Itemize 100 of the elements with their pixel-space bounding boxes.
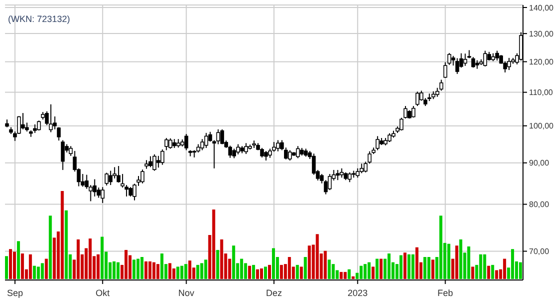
candlestick — [288, 150, 292, 162]
bar — [124, 250, 128, 279]
bar — [360, 266, 363, 279]
bar — [280, 264, 283, 279]
candlestick — [360, 163, 364, 174]
candlestick — [260, 147, 264, 158]
x-tick-label: Feb — [438, 288, 454, 298]
x-tick-label: Nov — [178, 288, 195, 298]
candlestick — [168, 138, 172, 150]
bar — [272, 248, 275, 279]
bar — [8, 249, 12, 279]
x-tick-label: 2023 — [348, 288, 368, 298]
bar — [511, 249, 514, 279]
bar — [60, 191, 64, 279]
bar — [340, 272, 343, 279]
bar — [479, 254, 482, 279]
candlestick — [463, 53, 468, 66]
candlestick — [495, 50, 500, 62]
bar — [32, 266, 36, 279]
bar — [200, 263, 204, 279]
bar — [308, 246, 311, 279]
bar — [300, 266, 303, 279]
bar — [16, 241, 20, 279]
bar — [431, 260, 434, 279]
bar — [144, 261, 148, 279]
candlestick — [36, 120, 41, 131]
candlestick — [80, 173, 85, 188]
bar — [376, 258, 379, 279]
candlestick — [483, 50, 488, 67]
bar — [220, 239, 224, 279]
bar — [112, 261, 116, 279]
bar — [232, 246, 236, 279]
candlestick — [88, 184, 93, 202]
y-tick-label: 100,00 — [529, 122, 554, 131]
candlestick — [21, 112, 25, 130]
candlestick — [184, 133, 188, 151]
y-tick-label: 130,00 — [529, 29, 554, 38]
candlestick — [100, 186, 105, 204]
bar — [348, 269, 351, 279]
bar — [328, 260, 331, 279]
bar — [48, 216, 52, 279]
candlestick — [236, 144, 240, 155]
candlestick — [336, 169, 340, 181]
candlestick — [92, 178, 97, 197]
bar — [483, 254, 486, 279]
bar — [471, 266, 474, 279]
candlestick — [400, 117, 404, 131]
bar — [304, 257, 307, 279]
bar — [455, 246, 458, 279]
bar — [160, 253, 164, 279]
candlestick — [296, 146, 300, 159]
candlestick — [404, 105, 408, 120]
candlestick — [312, 153, 316, 176]
bar — [100, 236, 104, 279]
candlestick — [220, 128, 224, 145]
bar — [364, 264, 367, 279]
bar — [427, 257, 430, 279]
bar — [268, 264, 271, 279]
y-tick-label: 90,00 — [529, 158, 550, 168]
bar — [96, 254, 100, 279]
candlestick — [276, 140, 280, 152]
candlestick — [160, 148, 164, 166]
x-tick-label: Sep — [6, 288, 23, 298]
bar — [12, 252, 16, 279]
bar — [252, 264, 256, 279]
candlestick — [507, 57, 511, 71]
bar — [495, 270, 498, 279]
candlestick — [60, 140, 65, 170]
candlestick — [108, 170, 112, 186]
candlestick — [232, 148, 236, 159]
bar — [5, 256, 8, 279]
bar — [324, 250, 327, 279]
bar — [407, 254, 410, 279]
bar — [399, 255, 402, 279]
bar — [403, 252, 406, 279]
bar — [288, 257, 291, 279]
bar — [88, 238, 92, 279]
bar — [491, 264, 494, 279]
bar — [140, 257, 144, 279]
candlestick — [412, 105, 416, 118]
bar — [487, 266, 490, 279]
candlestick — [264, 150, 268, 162]
bar — [388, 253, 391, 279]
bar — [240, 258, 244, 279]
bar — [248, 266, 252, 279]
candlestick — [156, 155, 160, 168]
bar — [368, 262, 371, 279]
bar — [44, 258, 48, 279]
candlestick — [216, 128, 220, 145]
bar — [372, 266, 375, 279]
bar — [467, 246, 470, 279]
candlestick — [455, 58, 460, 74]
bar — [156, 264, 160, 279]
candlestick — [328, 173, 332, 191]
bar — [380, 258, 383, 279]
y-tick-label: 70,00 — [529, 247, 550, 256]
bar — [256, 269, 260, 279]
bar — [296, 264, 299, 279]
y-tick-label: 80,00 — [529, 200, 550, 210]
x-tick-label: Dez — [266, 288, 282, 298]
